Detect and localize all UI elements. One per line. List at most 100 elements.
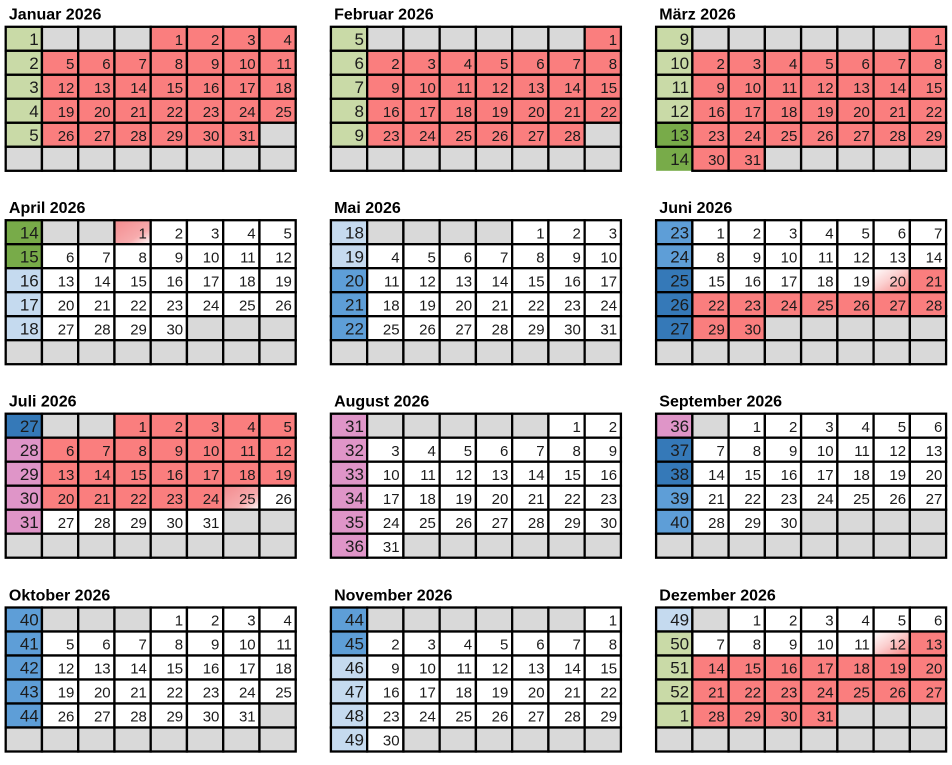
svg-text:44: 44: [20, 707, 39, 726]
svg-text:9: 9: [175, 443, 183, 460]
svg-text:5: 5: [861, 225, 869, 242]
svg-text:20: 20: [528, 685, 545, 702]
svg-text:15: 15: [744, 661, 761, 678]
svg-text:Juni 2026: Juni 2026: [659, 200, 732, 217]
svg-text:8: 8: [609, 56, 617, 73]
svg-text:26: 26: [275, 491, 292, 508]
svg-text:27: 27: [58, 515, 75, 532]
svg-text:9: 9: [391, 80, 399, 97]
svg-text:16: 16: [781, 661, 798, 678]
svg-text:40: 40: [20, 611, 39, 630]
svg-text:13: 13: [528, 80, 545, 97]
svg-text:10: 10: [239, 637, 256, 654]
svg-text:25: 25: [670, 271, 689, 290]
svg-text:23: 23: [383, 709, 400, 726]
svg-text:29: 29: [744, 515, 761, 532]
svg-text:51: 51: [670, 659, 689, 678]
svg-text:18: 18: [239, 273, 256, 290]
svg-text:Mai 2026: Mai 2026: [334, 200, 401, 217]
svg-text:18: 18: [239, 467, 256, 484]
svg-text:14: 14: [889, 80, 906, 97]
svg-text:9: 9: [609, 443, 617, 460]
svg-text:29: 29: [926, 128, 943, 145]
svg-text:14: 14: [20, 223, 39, 242]
svg-text:19: 19: [58, 685, 75, 702]
svg-text:1: 1: [536, 225, 544, 242]
svg-text:24: 24: [817, 685, 834, 702]
svg-text:21: 21: [94, 491, 111, 508]
svg-text:27: 27: [492, 515, 509, 532]
svg-text:11: 11: [240, 443, 256, 460]
svg-text:27: 27: [889, 297, 906, 314]
svg-text:14: 14: [94, 467, 111, 484]
svg-text:6: 6: [66, 249, 74, 266]
svg-text:39: 39: [670, 489, 689, 508]
svg-text:1: 1: [609, 32, 617, 49]
svg-text:25: 25: [781, 128, 798, 145]
svg-text:9: 9: [789, 637, 797, 654]
svg-text:27: 27: [528, 709, 545, 726]
svg-text:21: 21: [94, 297, 111, 314]
svg-text:21: 21: [708, 491, 725, 508]
svg-text:17: 17: [419, 104, 436, 121]
svg-text:19: 19: [817, 104, 834, 121]
svg-text:20: 20: [926, 467, 943, 484]
svg-text:14: 14: [708, 467, 725, 484]
svg-text:27: 27: [94, 128, 111, 145]
svg-text:23: 23: [166, 297, 183, 314]
svg-text:1: 1: [175, 613, 183, 630]
svg-text:19: 19: [58, 104, 75, 121]
svg-text:5: 5: [354, 30, 363, 49]
svg-text:10: 10: [817, 443, 834, 460]
svg-text:44: 44: [345, 611, 364, 630]
svg-text:30: 30: [203, 128, 220, 145]
svg-text:18: 18: [383, 297, 400, 314]
svg-text:12: 12: [492, 80, 509, 97]
svg-text:28: 28: [528, 515, 545, 532]
svg-text:11: 11: [854, 637, 870, 654]
svg-text:20: 20: [926, 661, 943, 678]
svg-text:17: 17: [383, 491, 400, 508]
svg-text:18: 18: [781, 104, 798, 121]
svg-text:30: 30: [781, 709, 798, 726]
svg-text:15: 15: [564, 467, 581, 484]
svg-text:27: 27: [670, 319, 689, 338]
svg-text:12: 12: [817, 80, 834, 97]
svg-text:8: 8: [716, 249, 724, 266]
svg-text:31: 31: [239, 128, 256, 145]
svg-text:9: 9: [680, 30, 689, 49]
svg-text:28: 28: [708, 709, 725, 726]
svg-text:3: 3: [428, 637, 436, 654]
svg-text:2: 2: [716, 56, 724, 73]
svg-text:17: 17: [20, 295, 39, 314]
svg-text:25: 25: [275, 685, 292, 702]
svg-text:40: 40: [670, 513, 689, 532]
svg-text:6: 6: [934, 613, 942, 630]
svg-text:4: 4: [284, 613, 292, 630]
svg-text:1: 1: [753, 613, 761, 630]
svg-text:12: 12: [492, 661, 509, 678]
svg-text:15: 15: [166, 80, 183, 97]
svg-text:5: 5: [284, 419, 292, 436]
svg-text:19: 19: [455, 491, 472, 508]
svg-text:49: 49: [345, 731, 364, 750]
svg-text:4: 4: [247, 419, 255, 436]
svg-text:13: 13: [889, 249, 906, 266]
svg-text:23: 23: [203, 104, 220, 121]
svg-text:30: 30: [781, 515, 798, 532]
svg-text:20: 20: [58, 297, 75, 314]
svg-text:28: 28: [564, 128, 581, 145]
svg-text:24: 24: [600, 297, 617, 314]
svg-text:25: 25: [275, 104, 292, 121]
svg-text:1: 1: [29, 30, 38, 49]
svg-text:26: 26: [419, 321, 436, 338]
svg-text:5: 5: [66, 56, 74, 73]
svg-text:21: 21: [130, 104, 147, 121]
svg-text:22: 22: [744, 685, 761, 702]
svg-text:15: 15: [744, 467, 761, 484]
svg-text:14: 14: [94, 273, 111, 290]
svg-text:27: 27: [926, 491, 943, 508]
svg-text:19: 19: [275, 467, 292, 484]
svg-text:26: 26: [853, 297, 870, 314]
svg-text:16: 16: [600, 467, 617, 484]
